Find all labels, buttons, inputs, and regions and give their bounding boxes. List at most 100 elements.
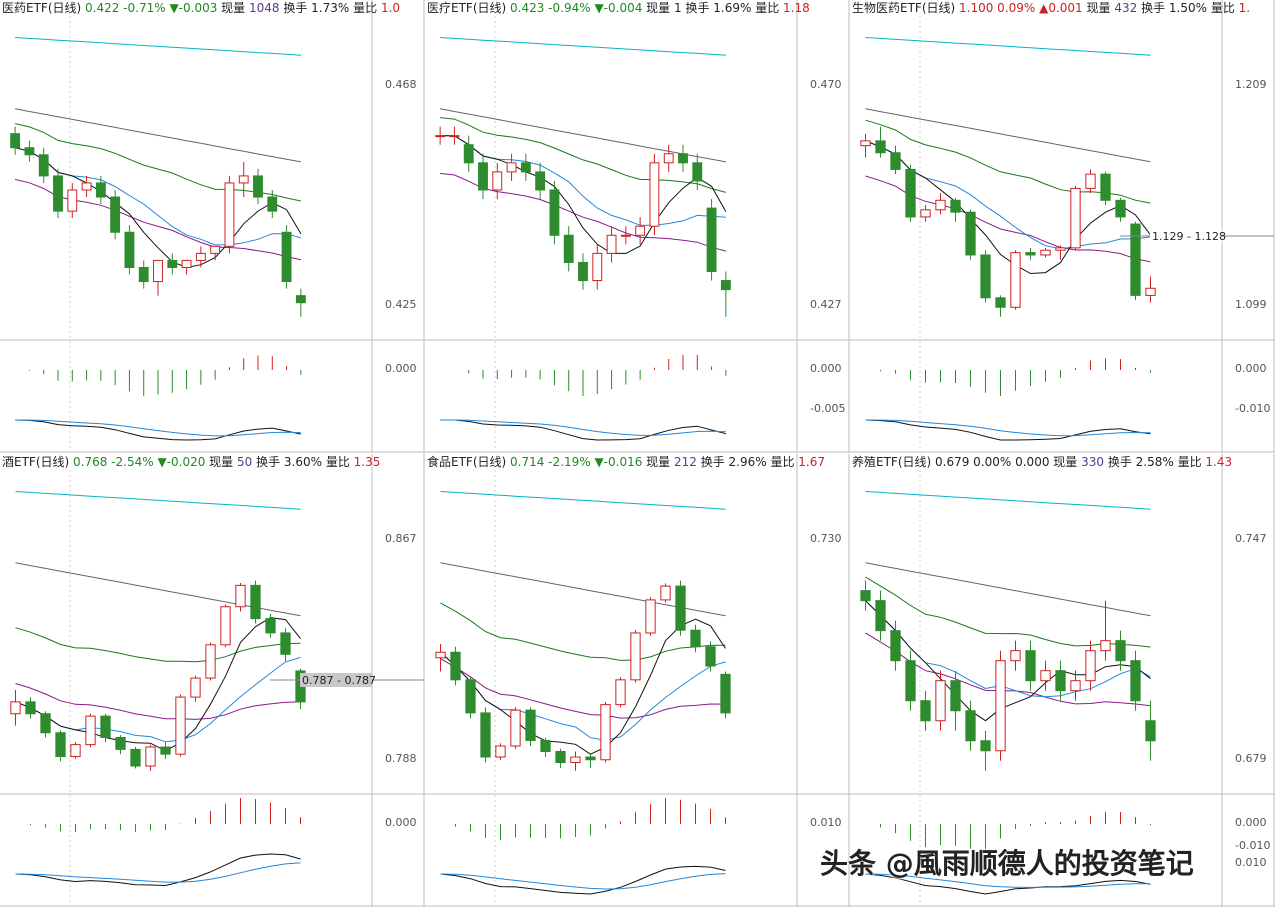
header-part: 养殖ETF(日线) [852,455,932,469]
ma-line-2 [440,602,726,661]
candle-body [81,182,92,191]
macd-line-1 [15,419,301,437]
price-tick-label: 0.867 [385,532,417,545]
header-part: 1048 [249,1,280,15]
ma-line-0 [15,491,301,510]
candle-body [1055,670,1066,692]
candle-body [85,715,96,746]
candle-body [250,584,261,620]
candle-body [1130,660,1141,702]
candle-body [720,280,731,291]
candle-body [145,746,156,767]
header-part: 换手 3.60% 量比 [252,455,354,469]
chart-panel-yiyao[interactable]: 医药ETF(日线) 0.422 -0.71% ▼-0.003 现量 1048 换… [0,0,425,453]
macd-tick-label: 0.000 [1235,816,1267,829]
crosshair-readout: 0.787 - 0.787 [302,674,376,687]
header-part: 0.679 0.00% [931,455,1016,469]
candle-body [465,679,476,714]
candle-body [660,585,671,601]
candle-body [95,182,106,198]
chart-panel-shipin[interactable]: 食品ETF(日线) 0.714 -2.19% ▼-0.016 现量 212 换手… [425,454,850,907]
header-part: 0.714 -2.19% [506,455,595,469]
chart-header: 养殖ETF(日线) 0.679 0.00% 0.000 现量 330 换手 2.… [852,455,1232,469]
candle-body [510,709,521,747]
header-part: 现量 [217,1,249,15]
header-part: 0.768 -2.54% [69,455,158,469]
chart-panel-yiliao[interactable]: 医疗ETF(日线) 0.423 -0.94% ▼-0.004 现量 1 换手 1… [425,0,850,453]
candle-body [38,154,49,177]
candle-body [905,168,916,218]
macd-line-1 [865,419,1151,437]
chart-canvas[interactable]: 0.468 0.425 0.000 [0,0,425,453]
candle-body [506,162,517,173]
candle-body [860,590,871,602]
price-tick-label: 0.468 [385,78,417,91]
header-part: 医药ETF(日线) [2,1,82,15]
candle-body [492,171,503,191]
chart-panel-shengwu[interactable]: 生物医药ETF(日线) 1.100 0.09% ▲0.001 现量 432 换手… [850,0,1275,453]
ma-line-2 [865,576,1151,648]
price-tick-label: 1.209 [1235,78,1267,91]
candle-body [630,632,641,681]
candle-body [1070,680,1081,692]
price-tick-label: 0.425 [385,298,417,311]
header-part: 50 [237,455,253,469]
candle-body [675,585,686,631]
macd-line-1 [15,862,301,883]
macd-tick-label: 0.000 [810,362,842,375]
ma-line-0 [865,491,1151,510]
candle-body [950,199,961,213]
candle-body [1145,720,1156,742]
chart-header: 食品ETF(日线) 0.714 -2.19% ▼-0.016 现量 212 换手… [427,455,825,469]
candle-body [935,199,946,211]
candle-body [1040,670,1051,682]
header-part: 1.35 [353,455,381,469]
candle-body [124,231,135,268]
candle-body [167,259,178,268]
candle-body [720,673,731,714]
chart-header: 医疗ETF(日线) 0.423 -0.94% ▼-0.004 现量 1 换手 1… [427,1,810,15]
header-part: 0.423 -0.94% [506,1,595,15]
chart-panel-jiu[interactable]: 酒ETF(日线) 0.768 -2.54% ▼-0.020 现量 50 换手 3… [0,454,425,907]
chart-canvas[interactable]: 0.470 0.427 0.000 -0.005 [425,0,850,453]
chart-panel-yangzhi[interactable]: 养殖ETF(日线) 0.679 0.00% 0.000 现量 330 换手 2.… [850,454,1275,907]
candle-body [449,135,460,138]
header-part: 432 [1114,1,1138,15]
candle-body [549,189,560,236]
crosshair-box [300,673,372,687]
chart-header: 酒ETF(日线) 0.768 -2.54% ▼-0.020 现量 50 换手 3… [2,455,380,469]
macd-line-0 [865,419,1151,441]
candle-body [1070,187,1081,249]
candle-body [592,252,603,282]
price-tick-label: 0.427 [810,298,842,311]
candle-body [10,701,21,715]
candle-body [181,259,192,268]
chart-canvas[interactable]: 1.209 1.099 0.000 -0.010 1.129 - 1.128 [850,0,1275,453]
candle-body [1145,287,1156,296]
chart-canvas[interactable]: 0.747 0.679 0.000 0.010 -0.010 [850,454,1275,907]
ma-short-1 [440,135,727,254]
candle-body [267,196,278,212]
candle-body [980,254,991,299]
chart-canvas[interactable]: 0.867 0.788 0.000 0.787 - 0.787 [0,454,425,907]
candle-body [175,696,186,755]
candle-body [153,259,163,283]
ma-line-3 [15,683,301,720]
macd-line-1 [440,419,726,436]
header-part: 生物医药ETF(日线) [852,1,956,15]
macd-tick-label: 0.010 [1235,856,1267,869]
header-part: 1.67 [798,455,826,469]
candle-body [1010,252,1021,308]
candle-body [563,234,574,263]
candle-body [615,679,626,706]
header-part: ▼-0.016 [594,455,643,469]
ma-line-1 [865,108,1151,163]
candle-body [1055,247,1066,251]
candle-body [205,644,216,679]
chart-canvas[interactable]: 0.730 0.010 [425,454,850,907]
candle-body [435,651,446,659]
crosshair-readout: 1.129 - 1.128 [1152,230,1226,243]
candle-body [495,745,506,758]
candle-body [520,162,531,173]
watermark: 头条 @風雨顺德人的投资笔记 [820,847,1194,880]
